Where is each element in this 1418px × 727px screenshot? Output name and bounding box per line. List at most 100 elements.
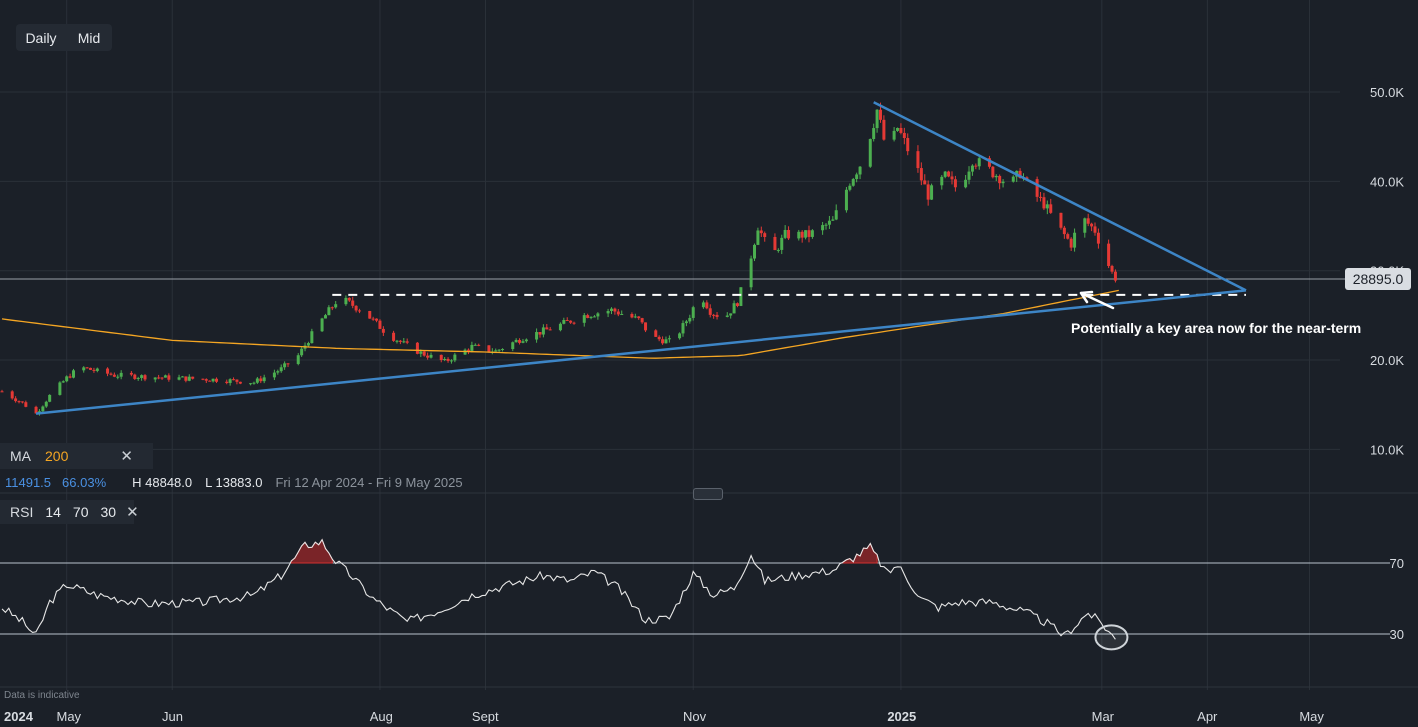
candle-body [395, 340, 399, 342]
low-value: L 13883.0 [205, 474, 263, 490]
candle-body [858, 166, 862, 175]
candle-body [443, 358, 447, 361]
candle-body [167, 375, 171, 380]
candle-body [402, 341, 406, 343]
candle-body [112, 374, 116, 377]
candle-body [191, 376, 195, 379]
candle-body [65, 376, 69, 382]
close-icon[interactable]: ✕ [126, 504, 139, 521]
candle-body [749, 258, 753, 288]
candle-body [701, 302, 705, 308]
candle-body [41, 406, 45, 412]
rsi-upper: 70 [72, 504, 89, 520]
candle-body [545, 327, 549, 330]
candle-body [463, 349, 467, 355]
rsi-indicator-legend[interactable]: RSI 14 70 30 ✕ [0, 500, 139, 524]
candle-body [1096, 232, 1100, 244]
candle-body [61, 381, 65, 383]
candle-body [524, 339, 528, 342]
candle-body [72, 370, 76, 378]
candle-body [565, 320, 569, 322]
candle-body [541, 327, 545, 335]
candle-body [661, 339, 665, 344]
rsi-overbought-area [290, 538, 333, 564]
candle-body [449, 360, 453, 362]
candle-body [334, 304, 338, 308]
candle-body [974, 165, 978, 167]
candle-body [919, 168, 923, 181]
candle-body [89, 367, 93, 370]
candle-body [613, 308, 617, 312]
candle-body [1093, 226, 1097, 233]
candle-body [204, 379, 208, 381]
candle-body [140, 375, 144, 378]
candle-body [678, 333, 682, 339]
price-mid-button[interactable]: Mid [66, 24, 112, 51]
close-icon[interactable]: ✕ [120, 448, 133, 465]
candle-body [235, 379, 239, 382]
candle-body [896, 127, 900, 131]
candle-body [535, 332, 539, 340]
candle-body [729, 313, 733, 316]
candle-body [351, 300, 355, 306]
candle-body [116, 376, 120, 378]
candle-body [259, 378, 263, 382]
candle-body [834, 210, 838, 220]
y-axis-tick-label: 20.0K [1370, 353, 1404, 368]
candle-body [208, 380, 212, 382]
candle-body [58, 382, 62, 395]
timeframe-daily-button[interactable]: Daily [16, 24, 66, 51]
candle-body [129, 372, 133, 375]
candle-body [930, 185, 934, 200]
ma-indicator-legend[interactable]: MA 200 ✕ [0, 443, 153, 469]
candle-body [640, 318, 644, 323]
candle-body [759, 230, 763, 234]
candle-body [616, 311, 620, 315]
change-percent: 66.03% [62, 474, 107, 490]
candle-body [143, 375, 147, 380]
candle-body [807, 230, 811, 237]
candle-body [592, 316, 596, 318]
candle-body [753, 244, 757, 259]
candle-body [899, 127, 903, 133]
candle-body [572, 322, 576, 324]
candle-body [964, 179, 968, 188]
candle-body [327, 307, 331, 316]
candle-body [68, 376, 72, 378]
candle-body [548, 329, 552, 331]
chart-annotation: Potentially a key area now for the near-… [1071, 320, 1362, 336]
candle-body [330, 307, 334, 309]
ma-label: MA [10, 448, 31, 464]
rsi-period: 14 [45, 504, 61, 520]
x-axis-tick-label: May [56, 709, 81, 724]
candle-body [558, 323, 562, 331]
rsi-lower: 30 [100, 504, 117, 520]
candle-body [1049, 204, 1053, 213]
candle-body [1110, 265, 1114, 272]
candle-body [582, 315, 586, 323]
x-axis-tick-label: Aug [370, 709, 393, 724]
candle-body [470, 344, 474, 351]
candle-body [296, 355, 300, 364]
candle-body [892, 130, 896, 140]
candle-body [405, 341, 409, 343]
x-axis-tick-label: Jun [162, 709, 183, 724]
candle-body [514, 339, 518, 343]
candle-body [24, 402, 28, 407]
candle-body [501, 349, 505, 351]
candle-body [347, 297, 351, 301]
candle-body [201, 378, 205, 380]
y-axis-tick-label: 40.0K [1370, 174, 1404, 189]
candle-body [228, 379, 232, 383]
candle-body [994, 175, 998, 178]
candle-body [596, 313, 600, 317]
candle-body [466, 349, 470, 351]
candle-body [310, 331, 314, 344]
pane-resize-handle[interactable] [693, 488, 723, 500]
candle-body [422, 351, 426, 356]
candle-body [1083, 218, 1087, 233]
candle-body [654, 330, 658, 337]
current-price-tag: 28895.0 [1345, 268, 1411, 290]
candle-body [1039, 196, 1043, 198]
